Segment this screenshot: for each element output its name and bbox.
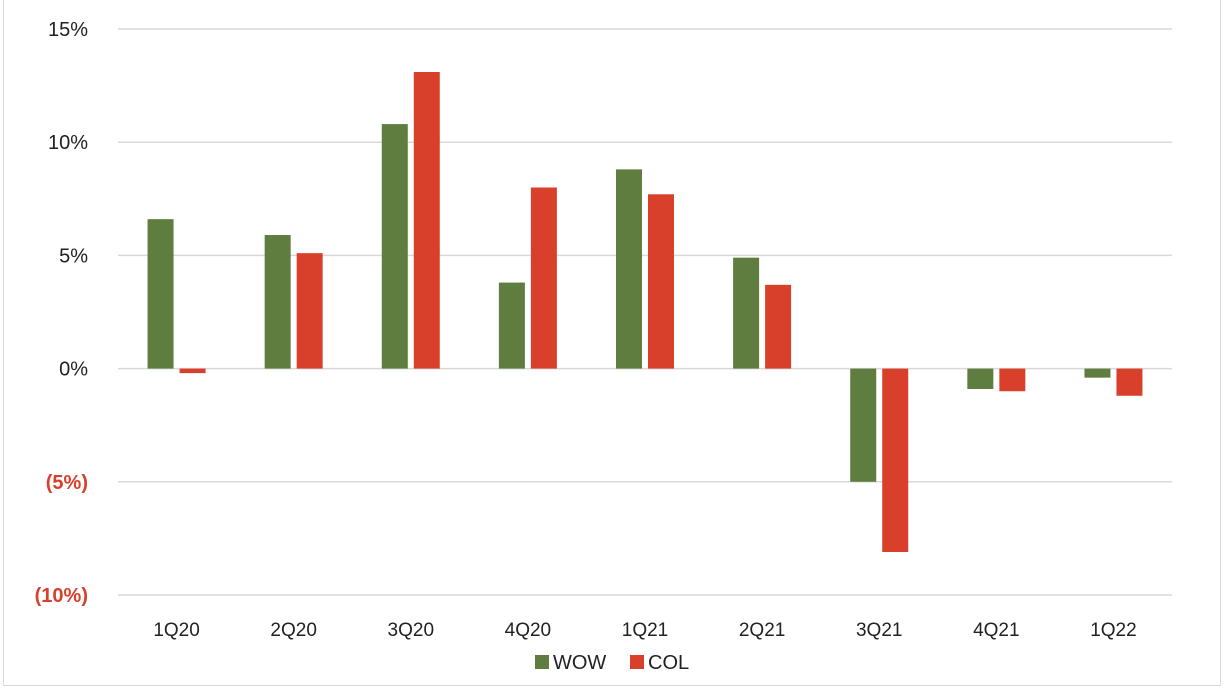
legend-swatch-col (630, 655, 644, 669)
bar-col-2q20 (296, 253, 323, 369)
bars (147, 72, 1143, 552)
bar-col-1q21 (648, 194, 674, 369)
bar-wow-1q22 (1084, 368, 1111, 378)
x-tick-label: 1Q21 (622, 620, 668, 641)
y-tick-label: 15% (48, 19, 88, 41)
x-tick-label: 3Q20 (388, 620, 434, 641)
chart-frame (3, 0, 1221, 686)
x-axis-tick-labels: 1Q20 2Q20 3Q20 4Q20 1Q21 2Q21 3Q21 4Q21 1Q22 (153, 620, 1136, 641)
y-tick-label: 10% (48, 132, 88, 154)
bar-wow-3q20 (381, 124, 408, 369)
bar-col-2q21 (765, 284, 792, 369)
bar-wow-1q20 (147, 219, 174, 369)
y-tick-label: (10%) (35, 585, 88, 607)
x-tick-label: 4Q20 (505, 620, 551, 641)
y-tick-label: 5% (59, 245, 88, 267)
bar-wow-1q21 (616, 169, 642, 369)
bar-col-4q21 (999, 368, 1026, 392)
bar-wow-4q20 (498, 282, 525, 369)
bar-wow-3q21 (850, 368, 877, 482)
bar-wow-4q21 (967, 368, 994, 389)
gridlines (118, 28, 1172, 596)
legend-swatch-wow (535, 655, 549, 669)
x-tick-label: 4Q21 (973, 620, 1019, 641)
y-tick-label: 0% (59, 359, 88, 381)
bar-col-3q20 (413, 72, 440, 369)
y-axis-tick-labels: 15% 10% 5% 0% (5%) (10%) (35, 19, 89, 607)
bar-col-3q21 (882, 368, 909, 552)
x-tick-label: 2Q20 (270, 620, 316, 641)
legend-label-wow: WOW (553, 652, 606, 674)
bar-wow-2q20 (264, 235, 291, 369)
y-tick-label: (5%) (46, 472, 88, 494)
legend-label-col: COL (648, 652, 689, 674)
x-tick-label: 1Q20 (153, 620, 199, 641)
x-tick-label: 3Q21 (856, 620, 902, 641)
x-tick-label: 1Q22 (1090, 620, 1136, 641)
bar-col-1q22 (1116, 368, 1143, 396)
bar-col-4q20 (530, 187, 557, 369)
legend: WOW COL (535, 652, 689, 674)
bar-col-1q20 (179, 368, 206, 374)
x-tick-label: 2Q21 (739, 620, 785, 641)
bar-wow-2q21 (733, 257, 760, 369)
